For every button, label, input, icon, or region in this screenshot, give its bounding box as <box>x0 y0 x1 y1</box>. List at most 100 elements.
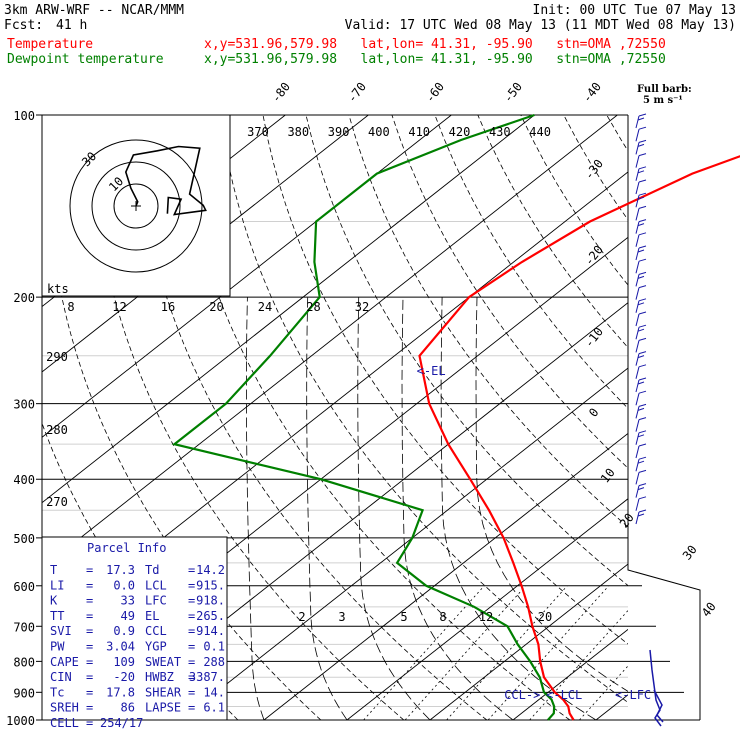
parcel-marker-label: <-LCL <box>546 688 582 702</box>
mixing-ratio-label: 8 <box>439 610 446 624</box>
isotherm-label: 40 <box>699 600 719 620</box>
parcel-label: SREH <box>50 701 79 715</box>
hodograph-speed-tick: 32 <box>355 300 369 314</box>
init-time: Init: 00 UTC Tue 07 May 13 <box>532 3 737 18</box>
parcel-value: 33 <box>121 594 135 608</box>
parcel-equals: = <box>188 640 195 654</box>
moist-adiabat-line <box>440 297 597 720</box>
dry-adiabat-line <box>434 115 628 409</box>
parcel-equals: = <box>188 624 195 638</box>
wind-barb-staff <box>635 247 640 261</box>
isotherm-label: 20 <box>617 511 637 531</box>
wind-barb-flag <box>638 377 647 381</box>
parcel-info-title: Parcel Info <box>87 541 166 555</box>
isotherm-line <box>42 115 535 504</box>
wind-barb-half <box>637 249 645 253</box>
wind-barb-staff <box>635 234 640 247</box>
wind-barb-staff <box>635 181 640 195</box>
temperature-profile <box>418 155 740 721</box>
forecast-label: Fcst: <box>4 18 44 33</box>
parcel-label: Td <box>145 563 159 577</box>
wind-barb-staff <box>635 129 640 142</box>
parcel-value: 14.2 <box>196 563 225 577</box>
dry-adiabat-line <box>391 115 628 469</box>
wind-barb-flag <box>638 469 647 473</box>
wind-barb-flag <box>638 324 647 328</box>
wind-barb-staff <box>635 353 640 366</box>
wind-barb-staff <box>635 168 640 181</box>
isotherm-label: -10 <box>582 325 606 351</box>
parcel-value: 0.1 <box>203 640 225 654</box>
parcel-label: PW <box>50 640 65 654</box>
parcel-label: K <box>50 594 58 608</box>
parcel-label: LAPSE <box>145 701 181 715</box>
parcel-label: LCL <box>145 578 167 592</box>
mixing-ratio-line <box>446 585 568 720</box>
parcel-value: 915. <box>196 578 225 592</box>
isotherm-line <box>679 115 740 720</box>
parcel-equals: = <box>188 701 195 715</box>
wind-barb-flag <box>638 245 647 249</box>
moist-adiabat-line <box>306 297 348 720</box>
wind-barb-staff <box>635 287 640 300</box>
hodograph-ring <box>69 139 203 273</box>
moist-adiabat-line <box>245 297 265 720</box>
parcel-marker-label: <-LFC <box>615 688 651 702</box>
parcel-equals: = <box>86 716 93 730</box>
parcel-label: T <box>50 563 57 577</box>
parcel-value: 0.0 <box>113 578 135 592</box>
isotherm-label: 10 <box>598 466 618 486</box>
dry-adiabat-line <box>650 115 740 720</box>
moist-adiabat-line <box>475 297 628 692</box>
wind-barb-staff <box>635 485 640 498</box>
parcel-value: -20 <box>113 670 135 684</box>
wind-barb-flag <box>638 443 647 447</box>
wind-barb-staff <box>635 221 640 234</box>
pressure-tick-label: 600 <box>13 580 35 594</box>
parcel-value: 17.3 <box>106 563 135 577</box>
isotherm-label: -40 <box>580 80 604 106</box>
wind-barb-flag <box>638 232 647 236</box>
isotherm-label: -60 <box>423 80 447 106</box>
parcel-value: 109 <box>113 655 135 669</box>
parcel-equals: = <box>188 563 195 577</box>
parcel-equals: = <box>86 640 93 654</box>
isotherm-line <box>180 367 628 720</box>
hodograph-ring <box>113 183 159 229</box>
dewpoint-profile <box>171 113 556 721</box>
isotherm-label: 0 <box>586 405 601 419</box>
wind-barb-staff <box>635 379 640 393</box>
hodograph-trace <box>124 145 207 216</box>
parcel-value: 0.9 <box>113 624 135 638</box>
isotherm-label: -30 <box>582 157 606 183</box>
parcel-info-box <box>41 536 228 721</box>
dry-adiabat-label: 280 <box>46 423 68 437</box>
parcel-label: TT <box>50 609 64 623</box>
wind-barb-half <box>637 513 645 517</box>
parcel-value: 288 <box>203 655 225 669</box>
hodograph-speed-tick: 28 <box>306 300 320 314</box>
wind-barb-flag <box>638 403 647 407</box>
parcel-label: YGP <box>145 640 167 654</box>
parcel-equals: = <box>188 670 195 684</box>
wind-barb-staff <box>635 274 640 287</box>
wind-barb-staff <box>635 300 640 313</box>
dry-adiabat-line <box>90 115 405 720</box>
wind-barb-staff <box>635 327 640 340</box>
wind-barb-staff <box>635 445 640 459</box>
parcel-equals: = <box>86 563 93 577</box>
wind-barb-staff <box>635 313 640 327</box>
wind-barb-flag <box>638 205 647 209</box>
wind-barb-flag <box>638 337 647 341</box>
isotherm-line <box>595 694 628 720</box>
wind-barb-flag <box>638 113 647 117</box>
parcel-value: 6.1 <box>203 701 225 715</box>
wind-barb-half <box>637 302 645 306</box>
hodograph-unit-label: kts <box>47 282 69 296</box>
wind-barb-flag <box>638 390 647 394</box>
parcel-value: 86 <box>121 701 135 715</box>
wind-barb-flag <box>638 126 647 130</box>
wind-barb-half <box>637 355 645 359</box>
pressure-tick-label: 400 <box>13 473 35 487</box>
